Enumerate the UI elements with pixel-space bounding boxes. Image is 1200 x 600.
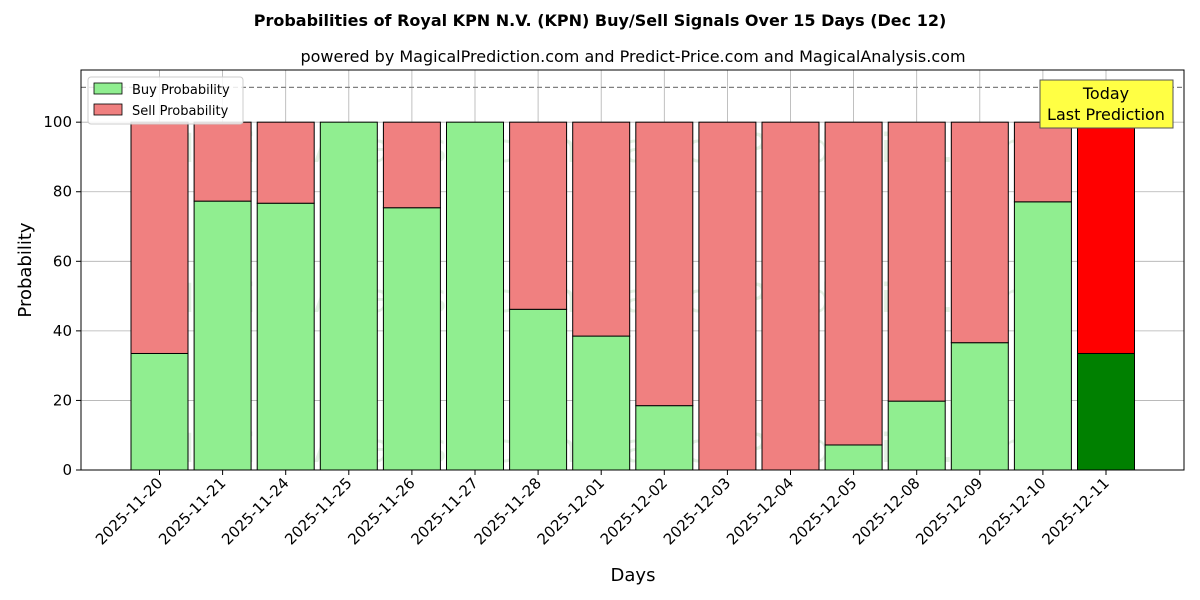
- y-tick-label: 20: [53, 391, 72, 409]
- annotation-line2: Last Prediction: [1047, 105, 1165, 124]
- legend-box: [87, 76, 244, 125]
- sell-bar: [256, 121, 315, 204]
- buy-bar: [1013, 201, 1072, 471]
- legend-sell-swatch: [93, 103, 123, 116]
- buy-bar: [572, 335, 631, 471]
- today-annotation: Today Last Prediction: [1039, 79, 1174, 129]
- y-tick-label: 80: [53, 183, 72, 201]
- chart-subtitle: powered by MagicalPrediction.com and Pre…: [300, 47, 965, 66]
- y-tick-label: 40: [53, 322, 72, 340]
- sell-bar: [698, 121, 757, 471]
- buy-bar: [887, 400, 946, 471]
- y-tick-label: 60: [53, 252, 72, 270]
- buy-bar: [256, 202, 315, 471]
- sell-bar: [509, 121, 568, 310]
- sell-bar: [382, 121, 441, 209]
- y-axis: 0 20 40 60 80 100: [43, 113, 81, 479]
- annotation-box: [1039, 79, 1174, 129]
- sell-bar: [572, 121, 631, 337]
- y-tick-label: 0: [62, 461, 72, 479]
- annotation-line1: Today: [1082, 84, 1129, 103]
- sell-bar: [950, 121, 1009, 344]
- sell-bar: [193, 121, 252, 202]
- legend-sell-label: Sell Probability: [132, 104, 229, 119]
- buy-bar: [130, 352, 189, 471]
- legend: Buy Probability Sell Probability: [87, 76, 244, 125]
- sell-bar: [1077, 121, 1135, 354]
- sell-bar: [824, 121, 883, 446]
- buy-bar: [635, 405, 694, 471]
- buy-bar: [950, 342, 1009, 471]
- buy-bar: [824, 444, 883, 471]
- y-tick-label: 100: [43, 113, 72, 131]
- chart-title: Probabilities of Royal KPN N.V. (KPN) Bu…: [254, 11, 947, 30]
- sell-bar: [1013, 121, 1072, 203]
- buy-bar: [193, 200, 252, 471]
- y-axis-label: Probability: [15, 222, 36, 317]
- bars: [130, 121, 1135, 471]
- legend-buy-label: Buy Probability: [132, 83, 230, 98]
- buy-bar: [382, 207, 441, 471]
- legend-buy-swatch: [93, 82, 123, 95]
- x-axis-label: Days: [611, 565, 656, 586]
- sell-bar: [887, 121, 946, 402]
- buy-bar: [1077, 352, 1135, 471]
- plot-frame: [80, 69, 1185, 471]
- buy-bar: [446, 121, 504, 471]
- buy-bar: [509, 308, 568, 471]
- buy-bar: [319, 121, 378, 471]
- sell-bar: [635, 121, 694, 407]
- sell-bar: [761, 121, 820, 471]
- sell-bar: [130, 121, 189, 354]
